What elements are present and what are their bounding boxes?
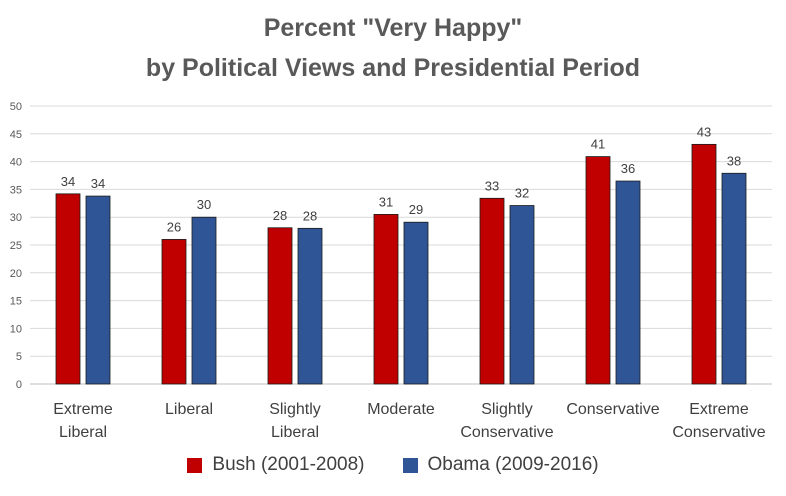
y-tick-label: 40: [10, 157, 22, 169]
y-tick-label: 10: [10, 323, 22, 335]
y-tick-label: 45: [10, 129, 22, 141]
legend-item-bush: Bush (2001-2008): [187, 454, 365, 476]
bar-bush: [267, 227, 293, 385]
x-tick-label: Liberal: [271, 424, 319, 441]
y-tick-label: 25: [10, 240, 22, 252]
y-tick-label: 20: [10, 268, 22, 280]
data-label: 28: [303, 208, 317, 223]
data-label: 33: [485, 178, 499, 193]
bar-bush: [585, 156, 611, 385]
x-tick-label: Slightly: [481, 401, 533, 418]
y-tick-label: 5: [16, 351, 22, 363]
data-label: 31: [379, 194, 393, 209]
data-label: 28: [273, 208, 287, 223]
data-label: 34: [61, 174, 75, 189]
y-tick-label: 30: [10, 212, 22, 224]
legend: Bush (2001-2008) Obama (2009-2016): [0, 454, 786, 476]
legend-label-obama: Obama (2009-2016): [427, 454, 599, 475]
bar-obama: [615, 180, 641, 385]
x-tick-label: Liberal: [59, 424, 107, 441]
x-tick-label: Conservative: [672, 424, 765, 441]
chart-title-line-1: Percent "Very Happy": [263, 14, 523, 42]
bar-bush: [691, 143, 717, 385]
bar-obama: [85, 195, 111, 385]
legend-swatch-obama: [402, 457, 418, 473]
data-label: 38: [727, 153, 741, 168]
bar-bush: [55, 193, 81, 385]
x-tick-label: Moderate: [367, 401, 435, 418]
data-label: 30: [197, 197, 211, 212]
legend-swatch-bush: [187, 457, 203, 473]
bar-obama: [297, 227, 323, 385]
x-tick-label: Conservative: [460, 424, 553, 441]
bar-obama: [509, 205, 535, 385]
bar-obama: [403, 221, 429, 385]
data-label: 43: [697, 124, 711, 139]
x-tick-label: Extreme: [53, 401, 113, 418]
y-tick-label: 0: [16, 379, 22, 391]
data-label: 41: [591, 137, 605, 152]
x-tick-label: Liberal: [165, 401, 213, 418]
y-tick-label: 50: [10, 101, 22, 113]
data-label: 26: [167, 219, 181, 234]
chart-title-line-2: by Political Views and Presidential Peri…: [145, 54, 641, 82]
bar-obama: [191, 216, 217, 385]
legend-label-bush: Bush (2001-2008): [212, 454, 365, 475]
y-tick-label: 35: [10, 184, 22, 196]
legend-item-obama: Obama (2009-2016): [402, 454, 599, 476]
bar-obama: [721, 172, 747, 385]
bar-bush: [373, 214, 399, 385]
y-tick-label: 15: [10, 296, 22, 308]
x-tick-label: Slightly: [269, 401, 321, 418]
data-label: 29: [409, 202, 423, 217]
data-label: 32: [515, 186, 529, 201]
bar-bush: [479, 197, 505, 385]
x-tick-label: Extreme: [689, 401, 749, 418]
x-tick-label: Conservative: [566, 401, 659, 418]
data-label: 36: [621, 161, 635, 176]
bar-bush: [161, 239, 187, 385]
data-label: 34: [91, 176, 105, 191]
